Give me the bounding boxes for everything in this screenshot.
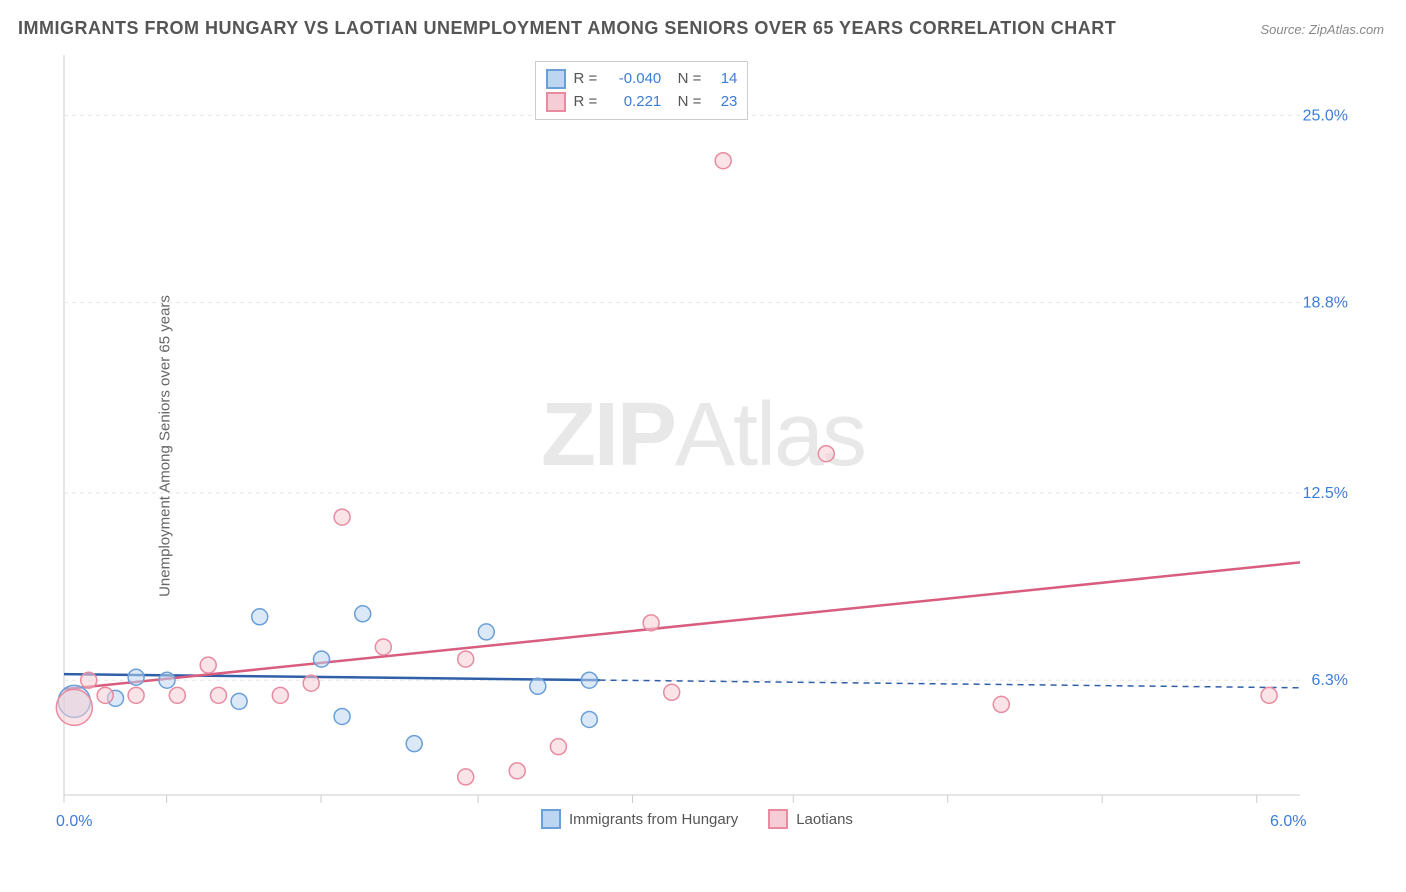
data-point [252,609,268,625]
data-point [211,687,227,703]
data-point [458,769,474,785]
data-point [56,689,92,725]
data-point [1261,687,1277,703]
y-tick-label: 18.8% [1303,295,1348,312]
data-point [81,672,97,688]
data-point [664,684,680,700]
legend-item: Laotians [768,809,853,829]
data-point [509,763,525,779]
legend-label: Immigrants from Hungary [569,811,738,828]
legend-swatch [546,92,566,112]
data-point [355,606,371,622]
legend-row: R =0.221 N =23 [546,91,738,114]
data-point [272,687,288,703]
legend-item: Immigrants from Hungary [541,809,738,829]
legend-swatch [541,809,561,829]
legend-swatch [546,69,566,89]
data-point [550,739,566,755]
legend-swatch [768,809,788,829]
data-point [818,446,834,462]
y-tick-label: 12.5% [1303,485,1348,502]
data-point [200,657,216,673]
data-point [581,672,597,688]
legend-label: Laotians [796,811,853,828]
data-point [303,675,319,691]
data-point [128,669,144,685]
data-point [581,711,597,727]
x-axis-end-label: 6.0% [1270,813,1306,831]
x-axis-start-label: 0.0% [56,813,92,831]
data-point [478,624,494,640]
data-point [314,651,330,667]
data-point [128,687,144,703]
data-point [993,696,1009,712]
data-point [458,651,474,667]
series-legend: Immigrants from Hungary Laotians [541,809,853,829]
data-point [169,687,185,703]
data-point [715,153,731,169]
data-point [159,672,175,688]
data-point [530,678,546,694]
data-point [334,708,350,724]
data-point [643,615,659,631]
y-tick-label: 6.3% [1312,672,1348,689]
data-point [406,736,422,752]
data-point [231,693,247,709]
scatter-plot: 6.3% 12.5% 18.8% 25.0% R =-0.040 N =14R =0.… [60,55,1360,835]
legend-row: R =-0.040 N =14 [546,68,738,91]
data-point [334,509,350,525]
chart-title: IMMIGRANTS FROM HUNGARY VS LAOTIAN UNEMP… [18,18,1116,39]
y-tick-label: 25.0% [1303,107,1348,124]
source-attribution: Source: ZipAtlas.com [1260,22,1384,37]
data-point [97,687,113,703]
correlation-legend: R =-0.040 N =14R =0.221 N =23 [535,61,749,120]
data-point [375,639,391,655]
